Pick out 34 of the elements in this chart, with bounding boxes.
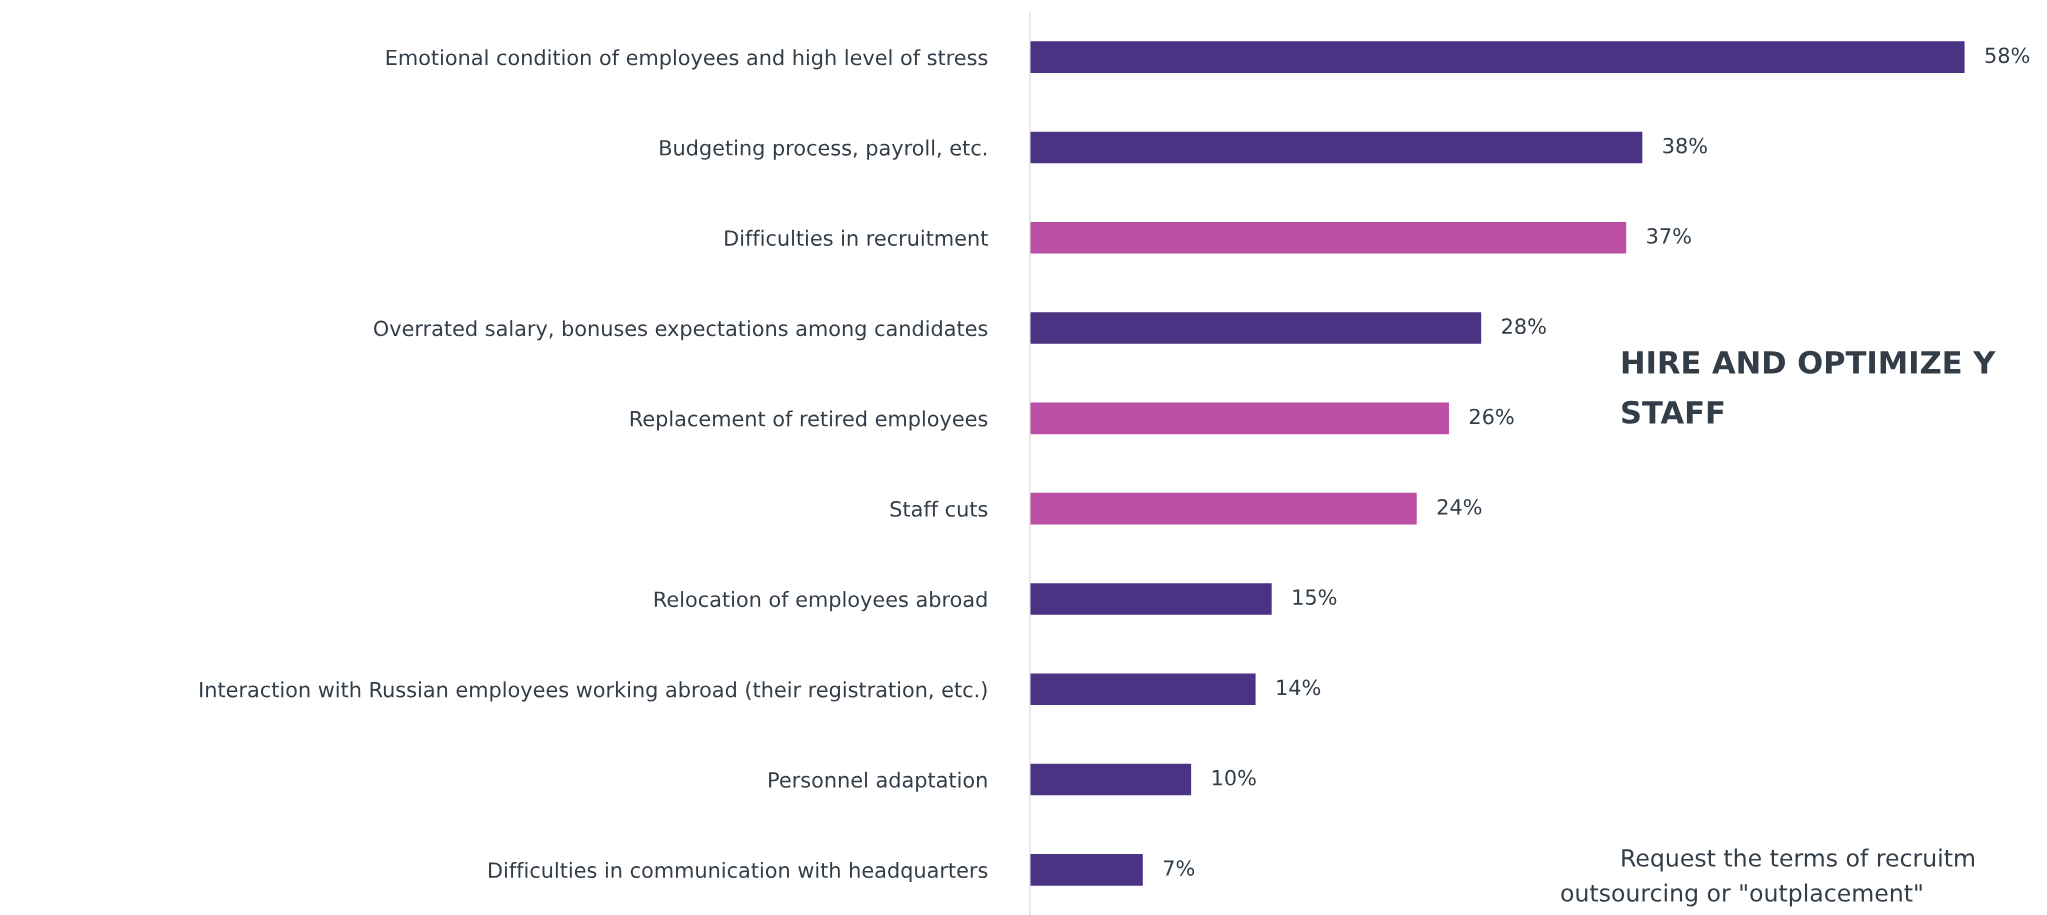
y-tick-label: Replacement of retired employees	[630, 410, 988, 431]
data-label: 15%	[1293, 589, 1337, 605]
data-label: 37%	[1647, 228, 1691, 244]
y-tick-label: Staff cuts	[890, 500, 988, 517]
data-label: 28%	[1502, 318, 1546, 335]
y-tick-label: Interaction with Russian employees working abroad (their registration, etc.)	[200, 681, 987, 702]
bar	[1030, 41, 1965, 73]
annotation: Request the terms of recruitm	[1622, 848, 1974, 872]
data-label: 10%	[1212, 769, 1256, 786]
bar	[1030, 312, 1482, 344]
data-label: 7%	[1163, 860, 1195, 876]
bar	[1030, 492, 1417, 525]
bar	[1030, 854, 1143, 886]
data-label: 58%	[1985, 47, 2030, 64]
y-tick-label: Difficulties in recruitment	[725, 229, 988, 246]
data-label: 14%	[1277, 679, 1321, 696]
bar	[1030, 673, 1256, 706]
data-label: 26%	[1469, 408, 1514, 425]
annotation: STAFF	[1622, 400, 1724, 424]
bar	[1030, 402, 1449, 435]
bar	[1030, 131, 1643, 164]
y-tick-label: Emotional condition of employees and high level of stress	[386, 49, 988, 70]
annotation: HIRE AND OPTIMIZE Y	[1622, 350, 1996, 374]
annotation: outsourcing or "outplacement"	[1561, 883, 1922, 907]
data-label: 38%	[1663, 137, 1707, 154]
y-tick-label: Personnel adaptation	[769, 771, 987, 792]
bar	[1030, 221, 1627, 254]
y-tick-label: Overrated salary, bonuses expectations among candidates	[374, 320, 988, 341]
bar	[1030, 583, 1272, 615]
y-tick-label: Relocation of employees abroad	[654, 591, 987, 612]
y-tick-label: Difficulties in communication with headquarters	[489, 861, 988, 883]
y-tick-label: Budgeting process, payroll, etc.	[660, 139, 987, 160]
bar	[1030, 763, 1192, 796]
data-label: 24%	[1437, 498, 1482, 515]
